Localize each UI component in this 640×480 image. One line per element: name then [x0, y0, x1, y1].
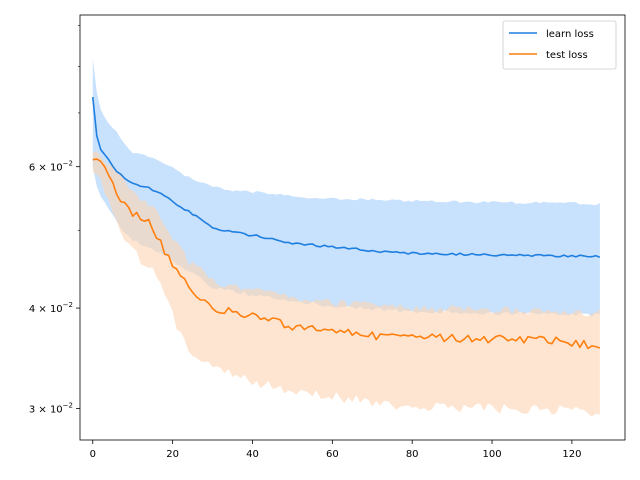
x-axis: 0 20 40 60 80 100 120 [90, 440, 581, 460]
band-learn-loss [92, 58, 600, 317]
axes-frame [79, 14, 626, 441]
y-tick-label: 3 × 10−2 [29, 401, 73, 415]
line-learn-loss [91, 97, 601, 258]
x-tick-label: 80 [406, 449, 419, 460]
x-tick-label: 100 [482, 449, 501, 460]
y-tick-label: 4 × 10−2 [29, 301, 73, 315]
line-test-loss [92, 158, 601, 350]
y-tick-label: 6 × 10−2 [29, 160, 73, 174]
x-tick-label: 120 [562, 449, 581, 460]
x-tick-label: 40 [246, 449, 259, 460]
legend-learn-loss-label: learn loss [546, 29, 594, 40]
legend-test-loss-label: test loss [546, 50, 588, 61]
confidence-bands [92, 58, 600, 417]
x-tick-label: 60 [326, 449, 339, 460]
x-tick-label: 20 [166, 449, 179, 460]
legend: learn loss test loss [502, 20, 617, 70]
band-test-loss [92, 150, 600, 417]
x-tick-label: 0 [90, 449, 96, 460]
y-axis: 3 × 10−2 4 × 10−2 6 × 10−2 [29, 25, 80, 415]
series-lines [91, 97, 601, 350]
